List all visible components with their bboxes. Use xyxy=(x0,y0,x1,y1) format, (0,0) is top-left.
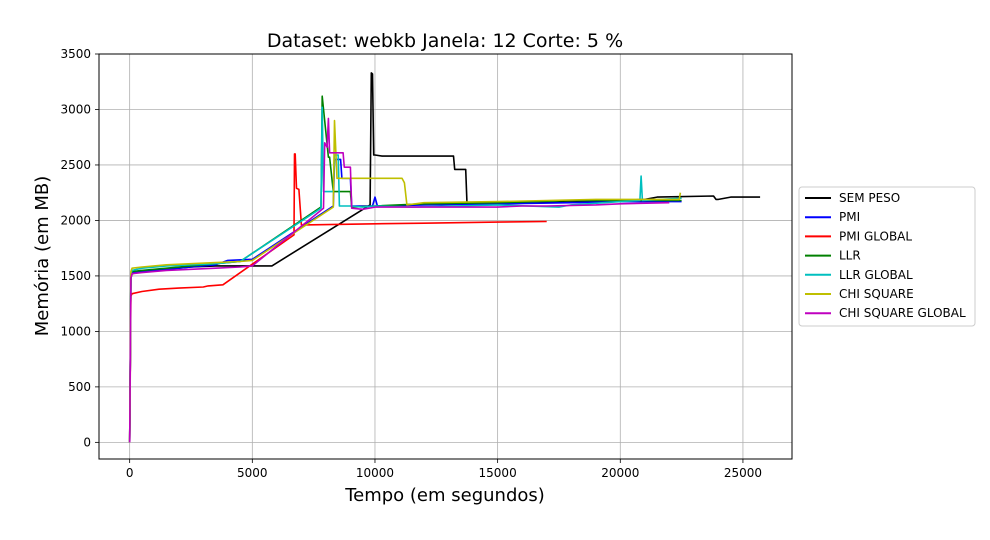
x-tick-label: 25000 xyxy=(724,466,762,480)
x-axis-title: Tempo (em segundos) xyxy=(344,485,545,506)
plot-area xyxy=(99,54,792,459)
series-line-pmi xyxy=(128,158,682,443)
legend: SEM PESO PMI PMI GLOBAL LLR LLR GLOBAL CHI SQ… xyxy=(798,186,976,327)
y-tick-label: 2500 xyxy=(60,158,91,172)
plot-frame xyxy=(98,53,793,460)
y-tick-label: 1000 xyxy=(60,324,91,338)
legend-entry: PMI GLOBAL xyxy=(805,229,912,243)
x-tick-label: 5000 xyxy=(237,466,268,480)
legend-box xyxy=(798,186,976,327)
x-tick-label: 10000 xyxy=(356,466,394,480)
legend-entry: SEM PESO xyxy=(805,191,900,205)
series-line-pmi-global xyxy=(128,153,547,443)
legend-entry: LLR xyxy=(805,249,861,263)
y-tick-label: 0 xyxy=(83,435,91,449)
x-tick-label: 0 xyxy=(126,466,134,480)
y-tick-label: 2000 xyxy=(60,213,91,227)
legend-entry: PMI xyxy=(805,210,860,224)
y-tick-label: 1500 xyxy=(60,269,91,283)
y-tick-label: 500 xyxy=(68,380,91,394)
legend-entry: CHI SQUARE GLOBAL xyxy=(805,306,966,320)
y-axis-title: Memória (em MB) xyxy=(32,176,53,337)
legend-label: SEM PESO xyxy=(839,191,900,205)
legend-label: PMI GLOBAL xyxy=(839,229,912,243)
y-tick-label: 3500 xyxy=(60,47,91,61)
legend-label: CHI SQUARE xyxy=(839,287,914,301)
legend-entry: CHI SQUARE xyxy=(805,287,914,301)
y-tick-label: 3000 xyxy=(60,102,91,116)
legend-label: CHI SQUARE GLOBAL xyxy=(839,306,966,320)
x-tick-label: 20000 xyxy=(601,466,639,480)
x-axis: 0 5000 10000 15000 20000 25000 xyxy=(126,459,762,480)
series-lines xyxy=(128,72,761,443)
series-line-chi-square xyxy=(128,119,682,443)
series-line-chi-square-global xyxy=(128,117,670,443)
legend-label: PMI xyxy=(839,210,860,224)
legend-entry: LLR GLOBAL xyxy=(805,268,913,282)
legend-label: LLR xyxy=(839,249,861,263)
chart-title: Dataset: webkb Janela: 12 Corte: 5 % xyxy=(267,30,623,52)
legend-label: LLR GLOBAL xyxy=(839,268,913,282)
x-tick-label: 15000 xyxy=(479,466,517,480)
y-axis: 0 500 1000 1500 2000 2500 3000 3500 xyxy=(60,47,99,449)
